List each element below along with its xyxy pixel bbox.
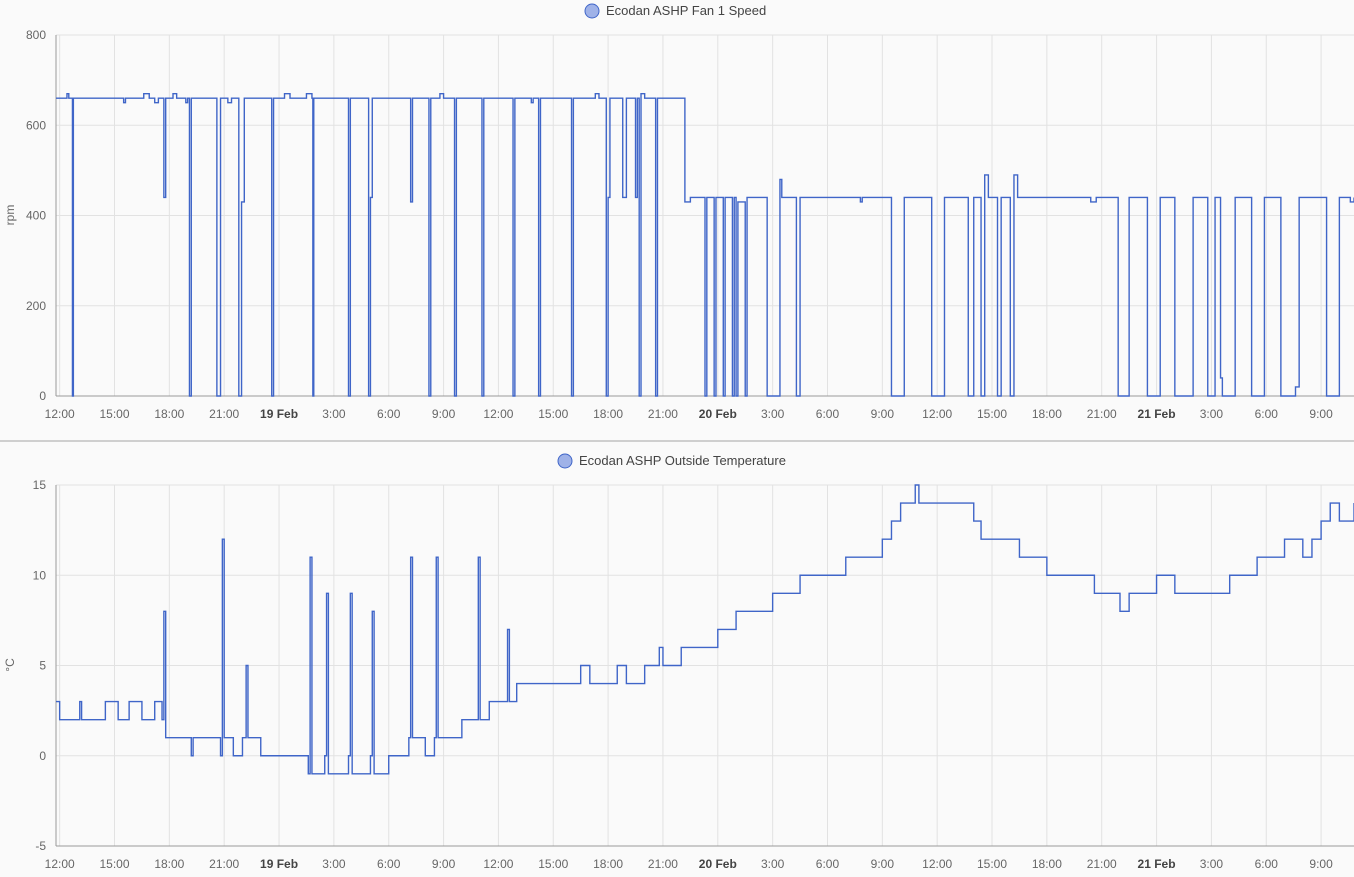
x-tick-label: 9:00	[1309, 407, 1333, 421]
x-tick-label: 18:00	[154, 857, 184, 871]
x-tick-label: 6:00	[816, 857, 840, 871]
y-tick-label: 600	[26, 118, 46, 132]
y-tick-label: 400	[26, 209, 46, 223]
series-line-fan-speed	[56, 92, 1354, 397]
x-tick-label: 20 Feb	[699, 857, 737, 871]
gridlines-outside-temperature	[55, 484, 1354, 847]
x-tick-label: 21 Feb	[1138, 857, 1176, 871]
x-tick-label: 18:00	[154, 407, 184, 421]
fan-speed-chart: Ecodan ASHP Fan 1 Speed rpm 0 200 400 600 80…	[3, 3, 1354, 421]
x-tick-label: 12:00	[483, 857, 513, 871]
y-tick-label: 200	[26, 299, 46, 313]
x-tick-label: 6:00	[377, 407, 401, 421]
x-tick-label: 20 Feb	[699, 407, 737, 421]
x-tick-label: 21:00	[648, 407, 678, 421]
x-tick-label: 18:00	[593, 407, 623, 421]
x-tick-label: 15:00	[99, 857, 129, 871]
x-tick-label: 3:00	[761, 857, 785, 871]
chart-title-outside-temperature[interactable]: Ecodan ASHP Outside Temperature	[579, 453, 786, 468]
x-tick-label: 9:00	[432, 857, 456, 871]
x-tick-label: 12:00	[922, 857, 952, 871]
chart-title-fan-speed[interactable]: Ecodan ASHP Fan 1 Speed	[606, 3, 766, 18]
x-tick-label: 6:00	[1255, 407, 1279, 421]
x-tick-label: 12:00	[922, 407, 952, 421]
x-tick-label: 6:00	[377, 857, 401, 871]
x-tick-label: 21:00	[209, 407, 239, 421]
y-tick-label: 5	[39, 659, 46, 673]
x-tick-label: 18:00	[593, 857, 623, 871]
x-tick-label: 21:00	[209, 857, 239, 871]
x-tick-label: 6:00	[816, 407, 840, 421]
x-tick-label: 3:00	[1200, 857, 1224, 871]
x-tick-label: 21:00	[1087, 407, 1117, 421]
x-tick-label: 3:00	[322, 857, 346, 871]
legend-marker-fan-speed[interactable]	[584, 3, 600, 19]
x-tick-label: 3:00	[322, 407, 346, 421]
gridlines-fan-speed	[55, 34, 1354, 397]
y-tick-label: -5	[35, 839, 46, 853]
x-tick-label: 15:00	[977, 857, 1007, 871]
y-axis-label-fan-speed: rpm	[3, 205, 17, 226]
x-tick-label: 19 Feb	[260, 857, 298, 871]
x-tick-label: 12:00	[45, 407, 75, 421]
x-tick-label: 15:00	[538, 407, 568, 421]
x-tick-label: 15:00	[977, 407, 1007, 421]
x-tick-label: 19 Feb	[260, 407, 298, 421]
x-tick-label: 21:00	[1087, 857, 1117, 871]
outside-temperature-chart: Ecodan ASHP Outside Temperature °C -5 0 5 1…	[3, 453, 1354, 871]
x-tick-label: 6:00	[1255, 857, 1279, 871]
y-tick-label: 15	[33, 478, 47, 492]
x-tick-label: 9:00	[432, 407, 456, 421]
y-tick-label: 0	[39, 749, 46, 763]
x-tick-label: 12:00	[483, 407, 513, 421]
x-tick-label: 9:00	[871, 407, 895, 421]
y-tick-label: 0	[39, 389, 46, 403]
x-tick-label: 3:00	[1200, 407, 1224, 421]
y-tick-label: 10	[33, 568, 47, 582]
x-tick-label: 15:00	[538, 857, 568, 871]
y-ticks-fan-speed: 0 200 400 600 800	[26, 28, 46, 403]
y-axis-label-outside-temperature: °C	[3, 658, 17, 672]
x-tick-label: 21 Feb	[1138, 407, 1176, 421]
x-tick-label: 12:00	[45, 857, 75, 871]
x-ticks-fan-speed: 12:00 15:00 18:00 21:00 19 Feb 3:00 6:00 9:00 12…	[45, 407, 1333, 421]
x-tick-label: 18:00	[1032, 407, 1062, 421]
x-tick-label: 3:00	[761, 407, 785, 421]
x-tick-label: 18:00	[1032, 857, 1062, 871]
x-tick-label: 9:00	[871, 857, 895, 871]
y-tick-label: 800	[26, 28, 46, 42]
x-ticks-outside-temperature: 12:00 15:00 18:00 21:00 19 Feb 3:00 6:00 9:00 12…	[45, 857, 1333, 871]
series-line-outside-temperature	[56, 484, 1354, 775]
x-tick-label: 15:00	[99, 407, 129, 421]
x-tick-label: 9:00	[1309, 857, 1333, 871]
legend-marker-outside-temperature[interactable]	[557, 453, 573, 469]
x-tick-label: 21:00	[648, 857, 678, 871]
y-ticks-outside-temperature: -5 0 5 10 15	[33, 478, 47, 853]
